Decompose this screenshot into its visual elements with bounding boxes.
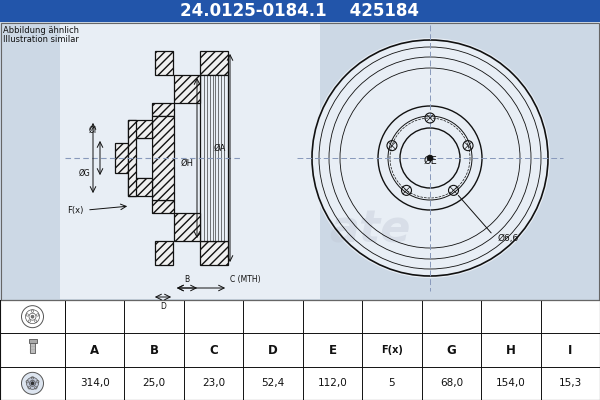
- Bar: [128, 138, 152, 178]
- Bar: [174, 213, 200, 241]
- Bar: [152, 116, 174, 200]
- Circle shape: [31, 382, 34, 385]
- Text: 112,0: 112,0: [317, 378, 347, 388]
- Text: I: I: [568, 344, 572, 356]
- Text: 24.0125-0184.1    425184: 24.0125-0184.1 425184: [181, 2, 419, 20]
- Bar: [0, 22, 600, 300]
- Circle shape: [310, 38, 550, 278]
- Text: G: G: [446, 344, 456, 356]
- Text: ØI: ØI: [89, 126, 97, 134]
- Bar: [200, 51, 228, 75]
- Text: 154,0: 154,0: [496, 378, 526, 388]
- Bar: [1, 23, 599, 300]
- Bar: [60, 24, 320, 299]
- Text: 25,0: 25,0: [143, 378, 166, 388]
- Bar: [152, 103, 174, 116]
- Bar: [128, 120, 136, 196]
- Text: Ø6,6: Ø6,6: [498, 234, 519, 242]
- Circle shape: [427, 155, 433, 161]
- Bar: [174, 75, 200, 103]
- Text: 15,3: 15,3: [559, 378, 582, 388]
- Circle shape: [22, 372, 44, 394]
- Text: H: H: [506, 344, 516, 356]
- Bar: [0, 0, 600, 22]
- Text: C (MTH): C (MTH): [230, 275, 260, 284]
- Text: F(x): F(x): [67, 206, 83, 214]
- Bar: [0, 300, 600, 400]
- Text: ØA: ØA: [214, 144, 226, 152]
- Bar: [200, 75, 228, 241]
- Text: 52,4: 52,4: [262, 378, 284, 388]
- Text: A: A: [90, 344, 99, 356]
- Bar: [29, 339, 37, 343]
- Text: D: D: [160, 302, 166, 311]
- Bar: [152, 200, 174, 213]
- Circle shape: [29, 380, 35, 386]
- Text: ØH: ØH: [181, 158, 194, 168]
- Text: ØE: ØE: [423, 156, 437, 166]
- Text: 5: 5: [389, 378, 395, 388]
- Bar: [155, 241, 173, 265]
- Bar: [155, 51, 173, 75]
- Bar: [200, 241, 228, 265]
- Text: ØG: ØG: [78, 168, 90, 178]
- Circle shape: [26, 377, 38, 389]
- Text: Abbildung ähnlich: Abbildung ähnlich: [3, 26, 79, 35]
- Text: Illustration similar: Illustration similar: [3, 35, 79, 44]
- Text: D: D: [268, 344, 278, 356]
- Text: E: E: [329, 344, 337, 356]
- Text: 314,0: 314,0: [80, 378, 110, 388]
- Bar: [115, 143, 128, 173]
- Text: 23,0: 23,0: [202, 378, 225, 388]
- Text: B: B: [149, 344, 158, 356]
- Text: ate: ate: [329, 208, 410, 252]
- Bar: [128, 120, 152, 138]
- Text: 68,0: 68,0: [440, 378, 463, 388]
- Bar: [30, 343, 35, 353]
- Circle shape: [31, 315, 34, 318]
- Text: C: C: [209, 344, 218, 356]
- Text: B: B: [184, 275, 190, 284]
- Bar: [128, 178, 152, 196]
- Text: F(x): F(x): [381, 345, 403, 355]
